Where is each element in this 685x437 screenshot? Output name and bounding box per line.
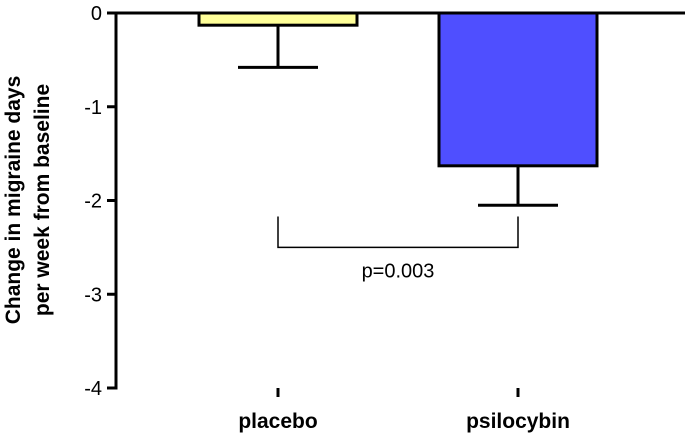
error-bars: [238, 25, 558, 207]
p-value-label: p=0.003: [362, 260, 435, 282]
bars: [197, 11, 599, 168]
y-tick-label: -1: [84, 97, 102, 119]
y-axis-label-line-1: Change in migraine days: [2, 76, 25, 325]
significance-bracket: [277, 216, 519, 249]
significance-annotation: p=0.003: [277, 216, 519, 282]
y-axis-ticks: 0 -1 -2 -3 -4: [84, 3, 116, 400]
y-tick-label: 0: [91, 3, 102, 25]
y-axis-label-line-2: per week from baseline: [31, 84, 54, 316]
category-labels: placebo psilocybin: [238, 388, 570, 433]
y-axis-label: Change in migraine days per week from ba…: [2, 76, 54, 325]
y-tick-label: -3: [84, 284, 102, 306]
y-tick-label: -4: [84, 378, 102, 400]
x-tick-label: psilocybin: [466, 410, 570, 433]
y-tick-label: -2: [84, 191, 102, 213]
x-tick-label: placebo: [238, 410, 317, 433]
axes: [114, 11, 685, 390]
bar-placebo: [197, 11, 359, 27]
bar-psilocybin: [437, 11, 599, 168]
